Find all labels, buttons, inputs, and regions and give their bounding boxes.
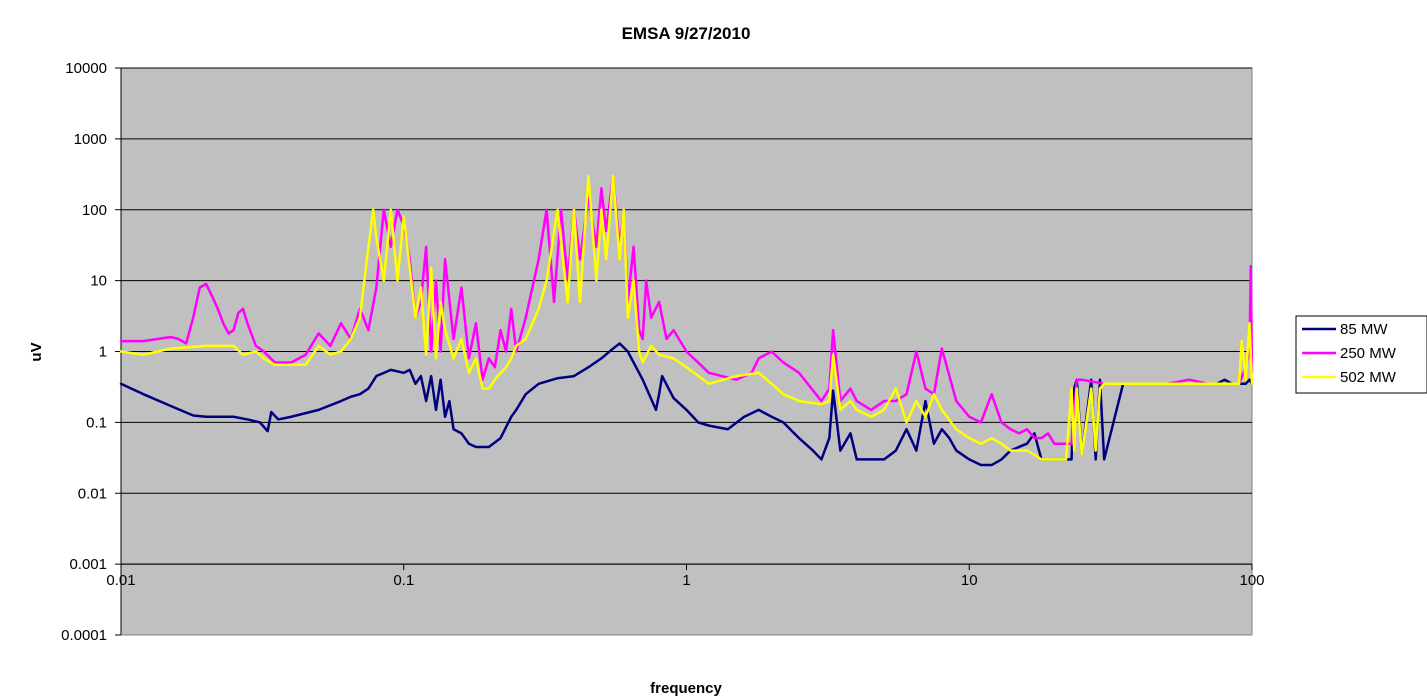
series-line-250-mw — [119, 174, 1254, 445]
x-tick-label: 100 — [1239, 572, 1264, 589]
legend-label: 85 MW — [1340, 321, 1388, 338]
x-axis-title: frequency — [650, 680, 722, 697]
y-tick-label: 100 — [82, 202, 107, 219]
y-tick-label: 1 — [99, 344, 107, 361]
legend: 85 MW 250 MW 502 MW — [1295, 315, 1427, 394]
legend-label: 250 MW — [1340, 345, 1397, 362]
legend-label: 502 MW — [1340, 369, 1397, 386]
series-layer — [119, 174, 1254, 467]
y-tick-label: 10000 — [65, 60, 107, 77]
y-tick-label: 0.1 — [86, 414, 107, 431]
y-tick-label: 10 — [90, 273, 107, 290]
y-axis-title: uV — [28, 342, 45, 361]
y-tick-label: 0.0001 — [61, 627, 107, 644]
x-tick-label: 1 — [682, 572, 690, 589]
y-tick-label: 0.001 — [69, 556, 107, 573]
x-tick-label: 0.01 — [106, 572, 135, 589]
y-tick-labels: 0.0001 0.001 0.01 0.1 1 10 100 1000 10000 — [61, 60, 107, 644]
series-line-502-mw — [119, 174, 1254, 461]
gridlines — [121, 67, 1252, 565]
x-tick-label: 10 — [961, 572, 978, 589]
x-tick-labels: 0.01 0.1 1 10 100 — [106, 572, 1264, 589]
x-tick-label: 0.1 — [393, 572, 414, 589]
y-tick-label: 1000 — [74, 131, 107, 148]
y-tick-label: 0.01 — [78, 485, 107, 502]
chart-title: EMSA 9/27/2010 — [622, 24, 751, 43]
